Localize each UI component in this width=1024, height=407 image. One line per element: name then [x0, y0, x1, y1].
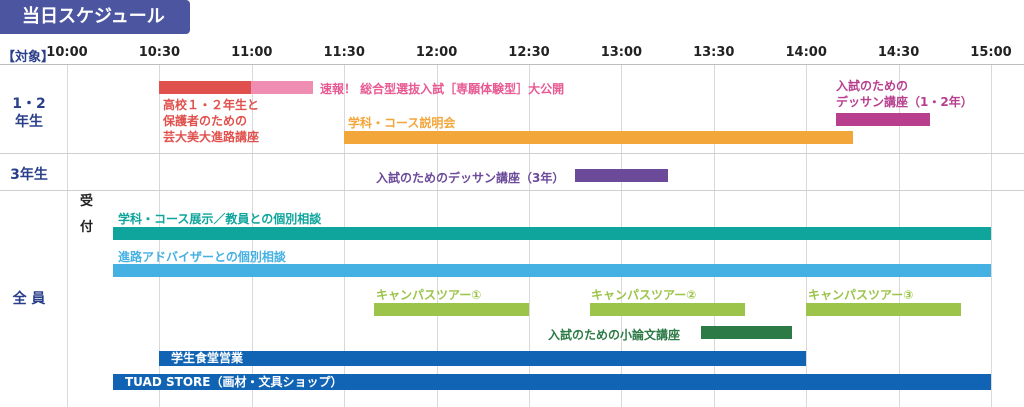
time-tick-label: 15:00	[970, 45, 1012, 60]
time-tick-label: 14:00	[785, 45, 827, 60]
row-label-all: 全 員	[12, 291, 46, 307]
geidai-course-line: 保護者のための	[163, 114, 248, 128]
breaking-news-bar	[251, 81, 313, 94]
advisor-bar	[113, 264, 991, 277]
tour1-bar	[374, 303, 529, 316]
exhibition-label: 学科・コース展示／教員との個別相談	[118, 212, 322, 226]
audience-header: 【対象】	[2, 50, 55, 65]
time-tick-label: 13:00	[600, 45, 643, 60]
reception-label-2: 付	[80, 220, 94, 235]
tour2-label: キャンパスツアー②	[591, 288, 697, 302]
row-label-line: 年生	[15, 114, 43, 130]
time-tick-label: 14:30	[877, 45, 920, 60]
store-bar: TUAD STORE（画材・文具ショップ）	[113, 374, 991, 390]
exhibition-bar	[113, 227, 991, 240]
advisor-label: 進路アドバイザーとの個別相談	[118, 250, 286, 264]
row-label-grade12: 1・2 年生	[4, 95, 54, 131]
geidai-course-line: 芸大美大進路講座	[163, 130, 260, 144]
row-divider	[0, 64, 1024, 65]
geidai-course-bar	[159, 81, 251, 94]
geidai-course-line: 高校１・２年生と	[163, 98, 260, 112]
store-label: TUAD STORE（画材・文具ショップ）	[125, 375, 343, 389]
time-tick-label: 13:30	[693, 45, 735, 60]
row-divider	[0, 190, 1024, 191]
course-info-bar	[344, 131, 853, 144]
time-tick-label: 10:30	[138, 45, 181, 60]
cafeteria-label: 学生食堂営業	[171, 351, 244, 365]
time-tick-label: 12:30	[508, 45, 550, 60]
essay-bar	[701, 326, 792, 339]
dessin-3-label: 入試のためのデッサン講座（3年）	[376, 171, 565, 185]
breaking-news-label: 速報！ 総合型選抜入試［専願体験型］大公開	[320, 82, 565, 96]
time-tick-label: 10:00	[46, 45, 88, 60]
geidai-course-label: 高校１・２年生と 保護者のための 芸大美大進路講座	[163, 97, 259, 145]
row-divider	[0, 153, 1024, 154]
page-title: 当日スケジュール	[0, 0, 190, 34]
time-gridline	[991, 64, 992, 407]
row-label-grade3: 3年生	[10, 167, 48, 183]
cafeteria-bar: 学生食堂営業	[159, 351, 806, 366]
dessin-12-line: 入試のための	[836, 79, 909, 93]
dessin-12-line: デッサン講座（1・2年）	[836, 95, 973, 109]
dessin-3-bar	[575, 169, 668, 182]
time-tick-label: 11:00	[231, 45, 273, 60]
tour2-bar	[590, 303, 745, 316]
tour1-label: キャンパスツアー①	[376, 288, 482, 302]
essay-label: 入試のための小論文講座	[548, 328, 681, 342]
course-info-label: 学科・コース説明会	[348, 116, 456, 130]
tour3-bar	[806, 303, 961, 316]
tour3-label: キャンパスツアー③	[808, 288, 914, 302]
reception-label-1: 受	[80, 194, 94, 209]
row-label-line: 1・2	[12, 96, 46, 112]
dessin-12-bar	[836, 113, 930, 126]
time-gridline	[67, 64, 68, 407]
time-tick-label: 11:30	[323, 45, 365, 60]
time-tick-label: 12:00	[415, 45, 458, 60]
dessin-12-label: 入試のための デッサン講座（1・2年）	[836, 78, 973, 110]
